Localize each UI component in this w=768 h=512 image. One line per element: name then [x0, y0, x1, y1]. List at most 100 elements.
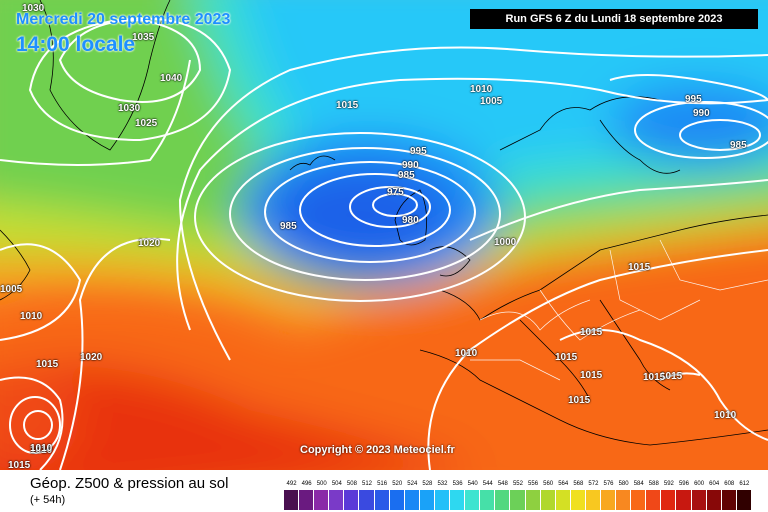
isobar-label: 1010 [30, 445, 53, 456]
isobar-label: 990 [402, 160, 419, 171]
scale-tick-label: 508 [346, 481, 357, 487]
scale-tick-label: 536 [452, 481, 463, 487]
scale-tick-label: 572 [588, 481, 599, 487]
weather-map [0, 0, 768, 470]
scale-color-cell [419, 490, 435, 510]
scale-color-cell [284, 490, 300, 510]
run-info-box: Run GFS 6 Z du Lundi 18 septembre 2023 [470, 9, 758, 29]
isobar-label: 1015 [555, 352, 578, 363]
isobar-label: 1030 [118, 103, 141, 114]
isobar-label: 1040 [160, 73, 183, 84]
scale-tick-label: 504 [331, 481, 342, 487]
scale-tick-label: 600 [694, 481, 705, 487]
scale-tick-label: 592 [663, 481, 674, 487]
scale-color-cell [374, 490, 390, 510]
scale-color-cell [389, 490, 405, 510]
isobar-label: 985 [280, 221, 297, 232]
scale-color-cell [495, 490, 511, 510]
coastlines [0, 0, 768, 446]
scale-color-cell [314, 490, 330, 510]
isobar-label: 985 [398, 170, 415, 181]
isobar-label: 1015 [568, 395, 591, 406]
legend-title: Géop. Z500 & pression au sol [30, 475, 229, 492]
scale-color-cell [661, 490, 677, 510]
isobar-label: 1015 [336, 100, 359, 111]
scale-color-cell [540, 490, 556, 510]
scale-color-cell [721, 490, 737, 510]
scale-tick-label: 596 [678, 481, 689, 487]
isobar-label: 995 [685, 94, 702, 105]
scale-tick-label: 588 [648, 481, 659, 487]
isobar-label: 1015 [8, 460, 31, 471]
scale-color-cell [480, 490, 496, 510]
scale-tick-label: 496 [301, 481, 312, 487]
date-header: Mercredi 20 septembre 2023 [16, 11, 231, 28]
scale-tick-label: 608 [724, 481, 735, 487]
isobar-label: 1010 [20, 311, 43, 322]
scale-color-cell [510, 490, 526, 510]
scale-color-cell [344, 490, 360, 510]
isobar-label: 1010 [470, 84, 493, 95]
scale-color-cell [616, 490, 632, 510]
scale-tick-label: 604 [709, 481, 720, 487]
isobar-label: 995 [410, 146, 427, 157]
scale-tick-label: 544 [482, 481, 493, 487]
scale-color-cell [646, 490, 662, 510]
scale-color-cell [555, 490, 571, 510]
isobar-label: 1010 [30, 443, 53, 454]
scale-tick-label: 580 [618, 481, 629, 487]
scale-tick-label: 556 [528, 481, 539, 487]
legend-subtitle: (+ 54h) [30, 494, 66, 506]
scale-tick-label: 548 [497, 481, 508, 487]
scale-color-cell [434, 490, 451, 510]
time-header: 14:00 locale [16, 33, 136, 56]
scale-tick-label: 528 [422, 481, 433, 487]
scale-color-cell [404, 490, 420, 510]
isobar-label: 1035 [132, 32, 155, 43]
scale-color-cell [525, 490, 541, 510]
scale-color-cell [465, 490, 481, 510]
scale-tick-label: 516 [377, 481, 388, 487]
scale-tick-label: 520 [392, 481, 403, 487]
scale-color-cell [676, 490, 692, 510]
isobar-label: 1000 [494, 237, 517, 248]
geopotential-field [0, 0, 768, 470]
scale-tick-label: 524 [407, 481, 418, 487]
scale-tick-label: 576 [603, 481, 614, 487]
isobar-label: 1010 [455, 348, 478, 359]
isobar-label: 990 [693, 108, 710, 119]
scale-color-cell [736, 490, 752, 510]
isobar-label: 1005 [480, 96, 503, 107]
scale-tick-label: 612 [739, 481, 750, 487]
isobar-label: 1015 [580, 370, 603, 381]
scale-tick-label: 500 [316, 481, 327, 487]
scale-tick-label: 568 [573, 481, 584, 487]
scale-color-cell [570, 490, 586, 510]
scale-tick-label: 584 [633, 481, 644, 487]
isobar-label: 1015 [36, 359, 59, 370]
color-scale: 492 496 500 504 508 512 516 520 524 528 532 536 540 5… [284, 478, 752, 510]
scale-color-cell [299, 490, 315, 510]
isobar-label: 1020 [138, 238, 161, 249]
isobar-label: 980 [402, 215, 419, 226]
isobar-label: 1010 [714, 410, 737, 421]
scale-tick-label: 552 [512, 481, 523, 487]
isobar-label: 1030 [22, 3, 45, 14]
scale-color-cell [631, 490, 647, 510]
isobars [0, 17, 768, 470]
isobar-label: 1015 [628, 262, 651, 273]
scale-color-cell [329, 490, 345, 510]
isobar-label: 985 [730, 140, 747, 151]
isobar-label: 1015 [660, 371, 683, 382]
copyright-label: Copyright © 2023 Meteociel.fr [300, 444, 455, 456]
scale-tick-label: 512 [362, 481, 373, 487]
scale-tick-label: 560 [543, 481, 554, 487]
scale-tick-label: 492 [286, 481, 297, 487]
isobar-label: 1015 [580, 327, 603, 338]
scale-tick-label: 532 [437, 481, 448, 487]
scale-color-cell [359, 490, 375, 510]
scale-tick-label: 540 [467, 481, 478, 487]
isobar-label: 1005 [0, 284, 23, 295]
scale-color-cell [450, 490, 466, 510]
scale-color-cell [706, 490, 722, 510]
